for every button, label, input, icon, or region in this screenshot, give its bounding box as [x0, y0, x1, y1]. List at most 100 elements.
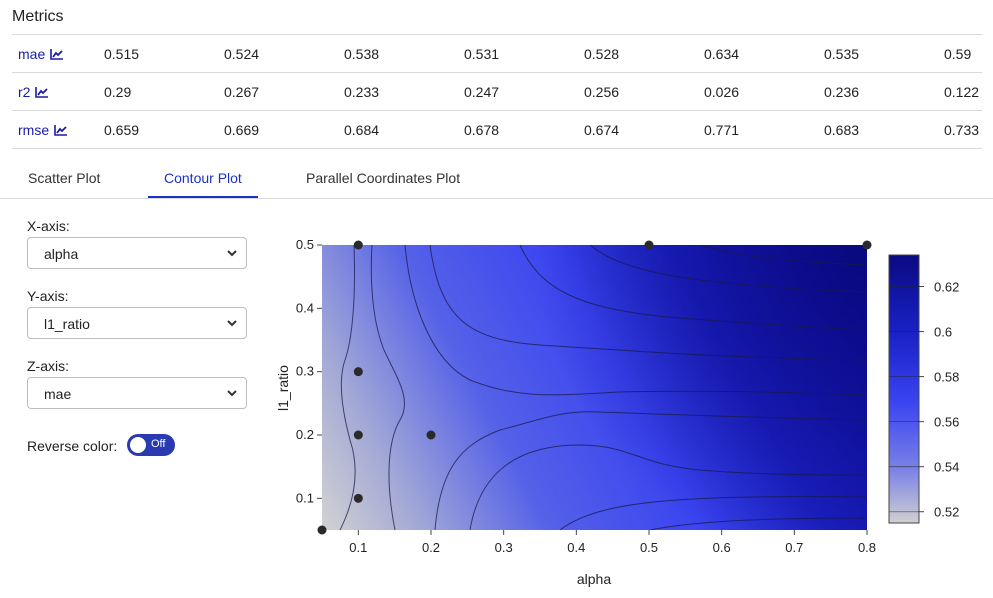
plot-tabs: Scatter Plot Contour Plot Parallel Coord… [0, 160, 993, 199]
y-axis-label: Y-axis: [27, 288, 69, 304]
reverse-color-label: Reverse color: [27, 438, 118, 454]
chevron-down-icon [227, 250, 237, 257]
metric-value: 0.771 [704, 122, 740, 138]
y-tick-label: 0.5 [296, 237, 314, 252]
metric-value: 0.267 [224, 84, 260, 100]
x-tick-label: 0.3 [495, 540, 513, 555]
contour-line [429, 245, 867, 361]
line-chart-icon [35, 87, 49, 98]
metric-value: 0.674 [584, 122, 620, 138]
toggle-knob [130, 437, 146, 453]
metric-name: r2 [18, 84, 31, 100]
contour-line [589, 245, 867, 293]
trial-points [317, 240, 872, 535]
x-axis-title: alpha [577, 571, 611, 587]
metrics-table: mae 0.515 0.524 0.538 0.531 0.528 0.634 … [12, 34, 982, 149]
colorbar-tick-label: 0.6 [934, 325, 952, 340]
metric-value: 0.528 [584, 46, 620, 62]
z-axis-value: mae [44, 386, 72, 402]
contour-line [519, 245, 867, 331]
trial-point [353, 430, 363, 440]
tab-scatter-plot[interactable]: Scatter Plot [28, 170, 101, 186]
x-tick-label: 0.7 [785, 540, 803, 555]
metrics-title: Metrics [12, 8, 64, 25]
metric-link-rmse[interactable]: rmse [18, 122, 68, 138]
metric-value: 0.683 [824, 122, 860, 138]
trial-point [862, 240, 872, 250]
metric-row-rmse: rmse 0.659 0.669 0.684 0.678 0.674 0.771… [12, 110, 982, 149]
y-axis-select[interactable]: l1_ratio [27, 307, 247, 339]
contour-line [339, 245, 356, 530]
trial-point [353, 367, 363, 377]
reverse-color-toggle[interactable]: Off [127, 434, 175, 456]
y-tick-label: 0.3 [296, 364, 314, 379]
metric-value: 0.634 [704, 46, 740, 62]
line-chart-icon [54, 125, 68, 136]
y-axis: 0.1 0.2 0.3 0.4 0.5 [296, 237, 322, 505]
x-tick-label: 0.6 [713, 540, 731, 555]
trial-point [426, 430, 436, 440]
x-axis-select[interactable]: alpha [27, 237, 247, 269]
metric-value: 0.59 [944, 46, 972, 62]
trial-point [644, 240, 654, 250]
metric-value: 0.247 [464, 84, 500, 100]
x-tick-label: 0.4 [567, 540, 585, 555]
metric-link-mae[interactable]: mae [18, 46, 64, 62]
metric-value: 0.236 [824, 84, 860, 100]
metric-link-r2[interactable]: r2 [18, 84, 49, 100]
chevron-down-icon [227, 390, 237, 397]
contour-line [370, 245, 405, 530]
tab-contour-plot[interactable]: Contour Plot [164, 170, 242, 186]
x-axis-value: alpha [44, 246, 79, 262]
contour-line [699, 245, 867, 266]
z-axis-label: Z-axis: [27, 358, 69, 374]
colorbar-tick-label: 0.54 [934, 460, 959, 475]
metric-name: rmse [18, 122, 50, 138]
contour-plot[interactable]: 0.1 0.2 0.3 0.4 0.5 0.6 0.7 0.8 0.1 0.2 0.3 0.4 0.5… [270, 232, 985, 594]
x-axis-label: X-axis: [27, 218, 70, 234]
metric-value: 0.29 [104, 84, 132, 100]
metric-name: mae [18, 46, 46, 62]
colorbar-tick-label: 0.62 [934, 280, 959, 295]
metric-row-mae: mae 0.515 0.524 0.538 0.531 0.528 0.634 … [12, 34, 982, 72]
y-axis-value: l1_ratio [44, 316, 90, 332]
trial-point [317, 525, 327, 535]
active-tab-indicator [148, 196, 258, 198]
metric-value: 0.669 [224, 122, 260, 138]
toggle-state: Off [151, 438, 166, 450]
metric-value: 0.524 [224, 46, 260, 62]
x-tick-label: 0.1 [349, 540, 367, 555]
metric-value: 0.538 [344, 46, 380, 62]
tab-parallel-coordinates-plot[interactable]: Parallel Coordinates Plot [306, 170, 461, 186]
y-axis-title: l1_ratio [275, 365, 291, 411]
metric-row-r2: r2 0.29 0.267 0.233 0.247 0.256 0.026 0.… [12, 72, 982, 110]
colorbar-tick-label: 0.56 [934, 415, 959, 430]
line-chart-icon [50, 49, 64, 60]
metric-value: 0.256 [584, 84, 620, 100]
contour-field [322, 245, 867, 530]
metric-value: 0.531 [464, 46, 500, 62]
metric-value: 0.684 [344, 122, 380, 138]
colorbar-tick-label: 0.58 [934, 370, 959, 385]
contour-line [404, 245, 867, 396]
z-axis-select[interactable]: mae [27, 377, 247, 409]
colorbar: 0.52 0.54 0.56 0.58 0.6 0.62 [888, 254, 959, 524]
x-tick-label: 0.8 [858, 540, 876, 555]
y-tick-label: 0.1 [296, 490, 314, 505]
colorbar-tick-label: 0.52 [934, 505, 959, 520]
trial-point [353, 240, 363, 250]
metric-value: 0.733 [944, 122, 980, 138]
metric-value: 0.659 [104, 122, 140, 138]
y-tick-label: 0.2 [296, 427, 314, 442]
metric-value: 0.515 [104, 46, 140, 62]
metric-value: 0.535 [824, 46, 860, 62]
contour-line [434, 411, 867, 530]
y-tick-label: 0.4 [296, 300, 314, 315]
trial-point [353, 493, 363, 503]
x-tick-label: 0.5 [640, 540, 658, 555]
contour-line [559, 496, 867, 530]
metric-value: 0.026 [704, 84, 740, 100]
x-tick-label: 0.2 [422, 540, 440, 555]
metric-value: 0.233 [344, 84, 380, 100]
colorbar-gradient [888, 254, 920, 524]
